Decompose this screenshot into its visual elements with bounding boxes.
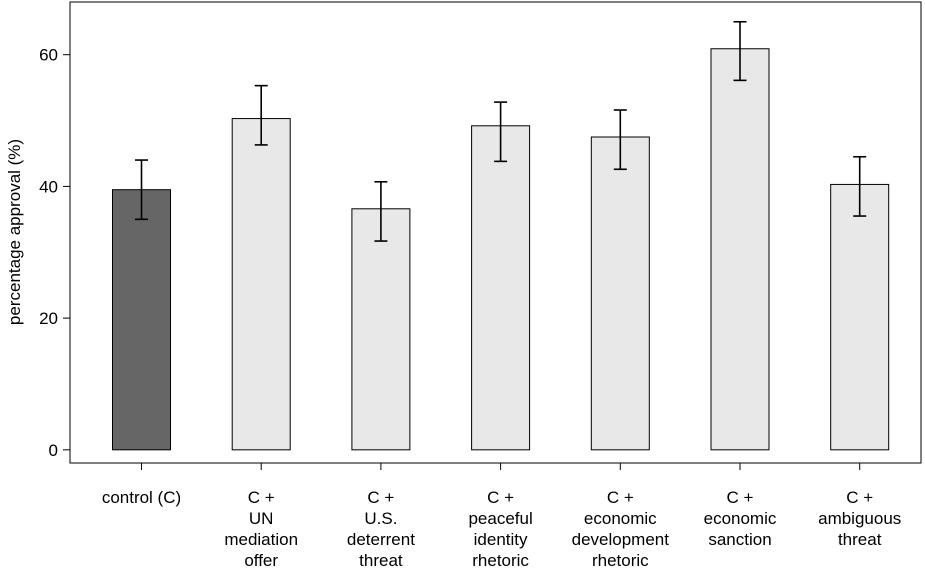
x-tick-label: C + economic sanction xyxy=(704,488,777,549)
bar xyxy=(351,208,411,451)
bars xyxy=(112,48,890,451)
y-tick-label: 20 xyxy=(39,309,58,328)
x-tick-label: C + UN mediation offer xyxy=(224,488,298,570)
error-bar xyxy=(853,155,867,217)
y-tick-label: 60 xyxy=(39,46,58,65)
x-tick-label: C + economic development rhetoric xyxy=(572,488,670,570)
bar xyxy=(471,125,531,451)
bar xyxy=(590,136,650,451)
x-tick-label: control (C) xyxy=(102,488,181,507)
error-bars xyxy=(135,20,867,242)
x-tick-label: C + U.S. deterrent threat xyxy=(347,488,415,570)
error-bar xyxy=(494,101,508,163)
y-tick-label: 0 xyxy=(49,441,58,460)
bar xyxy=(112,189,171,451)
bar xyxy=(830,183,890,451)
error-bar xyxy=(733,20,747,82)
x-tick-label: C + ambiguous threat xyxy=(818,488,901,549)
error-bar xyxy=(374,180,388,242)
bar xyxy=(231,118,291,451)
error-bar xyxy=(135,159,148,221)
plot-frame xyxy=(69,1,922,464)
x-axis: control (C) C + UN mediation offer C + U.S. det… xyxy=(102,463,901,570)
bar xyxy=(710,48,770,451)
x-tick-label: C + peaceful identity rhetoric xyxy=(468,488,532,570)
y-axis: 0 20 40 60 xyxy=(39,46,70,460)
y-tick-label: 40 xyxy=(39,177,58,196)
y-axis-title: percentage approval (%) xyxy=(5,139,24,325)
error-bar xyxy=(254,84,268,146)
error-bar xyxy=(613,109,627,171)
